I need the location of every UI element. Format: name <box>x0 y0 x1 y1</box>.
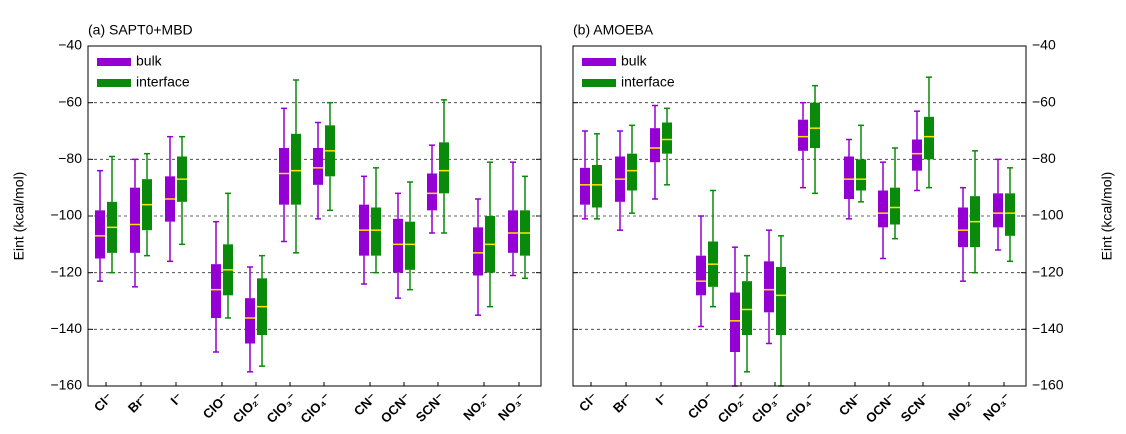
y-tick-label: −100 <box>1032 207 1064 223</box>
box <box>627 153 637 191</box>
box <box>696 255 706 296</box>
x-tick-label: CN⁻ <box>836 390 865 419</box>
y-tick-label: −120 <box>1032 263 1064 279</box>
box <box>878 190 888 228</box>
x-tick-label: Cl⁻ <box>576 390 601 415</box>
x-tick-label: OCN⁻ <box>863 390 899 426</box>
box <box>592 165 602 208</box>
y-tick-label: −100 <box>50 207 82 223</box>
x-tick-label: Br⁻ <box>610 390 636 416</box>
box <box>508 210 518 253</box>
box <box>371 207 381 256</box>
box <box>650 128 660 163</box>
box <box>730 292 740 352</box>
panel-title: (a) SAPT0+MBD <box>88 22 193 38</box>
x-tick-label: Br⁻ <box>125 390 151 416</box>
box <box>130 187 140 253</box>
box <box>439 142 449 194</box>
box <box>279 148 289 205</box>
box <box>958 207 968 248</box>
box <box>580 167 590 205</box>
x-tick-label: NO₃⁻ <box>980 390 1014 424</box>
x-tick-label: I⁻ <box>168 390 186 408</box>
box <box>856 159 866 191</box>
box <box>662 122 672 154</box>
panel-title: (b) AMOEBA <box>573 22 654 38</box>
box <box>912 139 922 171</box>
box <box>291 133 301 205</box>
x-tick-label: ClO₃⁻ <box>748 390 784 426</box>
y-tick-label: −140 <box>50 320 82 336</box>
plot-frame <box>572 45 1027 387</box>
box <box>924 116 934 160</box>
box <box>95 210 105 259</box>
legend-swatch <box>97 79 131 87</box>
box <box>211 264 221 318</box>
box <box>993 193 1003 228</box>
x-tick-label: ClO⁻ <box>685 390 717 422</box>
y-tick-label: −40 <box>58 37 82 53</box>
legend-swatch <box>582 58 616 66</box>
x-tick-label: ClO₄⁻ <box>297 390 333 426</box>
x-tick-label: SCN⁻ <box>413 390 448 425</box>
box <box>890 187 900 225</box>
box <box>473 227 483 276</box>
box <box>427 173 437 211</box>
x-tick-label: OCN⁻ <box>378 390 414 426</box>
box <box>245 298 255 344</box>
box <box>1005 193 1015 236</box>
box <box>798 119 808 151</box>
legend-label: interface <box>136 74 190 90</box>
plot-frame <box>87 45 542 387</box>
y-tick-label: −80 <box>1032 150 1056 166</box>
legend-label: bulk <box>621 53 648 69</box>
box <box>844 156 854 199</box>
x-tick-label: Cl⁻ <box>91 390 116 415</box>
x-tick-label: ClO⁻ <box>200 390 232 422</box>
y-tick-label: −140 <box>1032 320 1064 336</box>
y-axis-label: Eint (kcal/mol) <box>1099 172 1115 261</box>
x-tick-label: ClO₄⁻ <box>782 390 818 426</box>
y-tick-label: −60 <box>1032 93 1056 109</box>
x-tick-label: ClO₂⁻ <box>230 390 266 426</box>
box <box>742 281 752 335</box>
x-tick-label: NO₂⁻ <box>945 390 978 423</box>
box <box>393 218 403 273</box>
x-tick-label: I⁻ <box>653 390 671 408</box>
y-tick-label: −40 <box>1032 37 1056 53</box>
x-tick-label: CN⁻ <box>351 390 380 419</box>
y-tick-label: −60 <box>58 93 82 109</box>
legend-label: bulk <box>136 53 163 69</box>
legend-swatch <box>97 58 131 66</box>
box <box>405 221 415 270</box>
legend-label: interface <box>621 74 675 90</box>
y-tick-label: −80 <box>58 150 82 166</box>
legend-swatch <box>582 79 616 87</box>
box <box>764 261 774 313</box>
x-tick-label: NO₃⁻ <box>495 390 529 424</box>
box <box>776 267 786 335</box>
x-tick-label: NO₂⁻ <box>460 390 493 423</box>
box <box>313 148 323 185</box>
y-tick-label: −160 <box>50 377 82 393</box>
box <box>810 102 820 148</box>
y-axis-label: Eint (kcal/mol) <box>11 172 27 261</box>
x-tick-label: ClO₃⁻ <box>263 390 299 426</box>
x-tick-label: SCN⁻ <box>898 390 933 425</box>
x-tick-label: ClO₂⁻ <box>715 390 751 426</box>
y-tick-label: −120 <box>50 263 82 279</box>
y-tick-label: −160 <box>1032 377 1064 393</box>
